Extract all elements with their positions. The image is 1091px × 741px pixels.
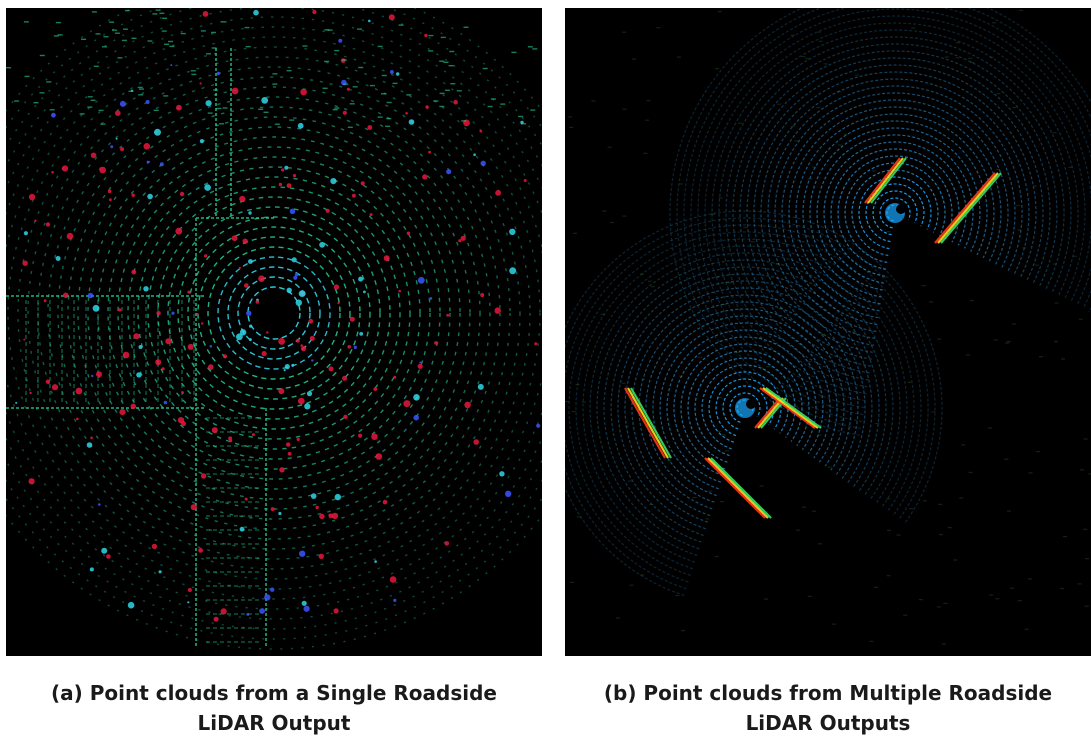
lidar-rings-b1 <box>669 8 1091 436</box>
wall-points-b <box>624 157 1002 519</box>
point-cloud-render-a <box>6 8 542 650</box>
lidar-rings-b2 <box>565 210 943 596</box>
point-cloud-image-single-lidar <box>6 8 542 656</box>
point-cloud-render-b <box>565 8 1091 645</box>
caption-a-line1: (a) Point clouds from a Single Roadside <box>51 681 497 705</box>
caption-b: (b) Point clouds from Multiple Roadside … <box>565 678 1091 738</box>
point-cloud-image-multiple-lidar <box>565 8 1091 656</box>
caption-a-line2: LiDAR Output <box>197 711 351 735</box>
object-points-a <box>15 9 542 622</box>
lidar-rings-a <box>6 8 542 650</box>
caption-b-line1: (b) Point clouds from Multiple Roadside <box>603 681 1053 705</box>
caption-a: (a) Point clouds from a Single Roadside … <box>6 678 542 738</box>
caption-b-line2: LiDAR Outputs <box>745 711 911 735</box>
